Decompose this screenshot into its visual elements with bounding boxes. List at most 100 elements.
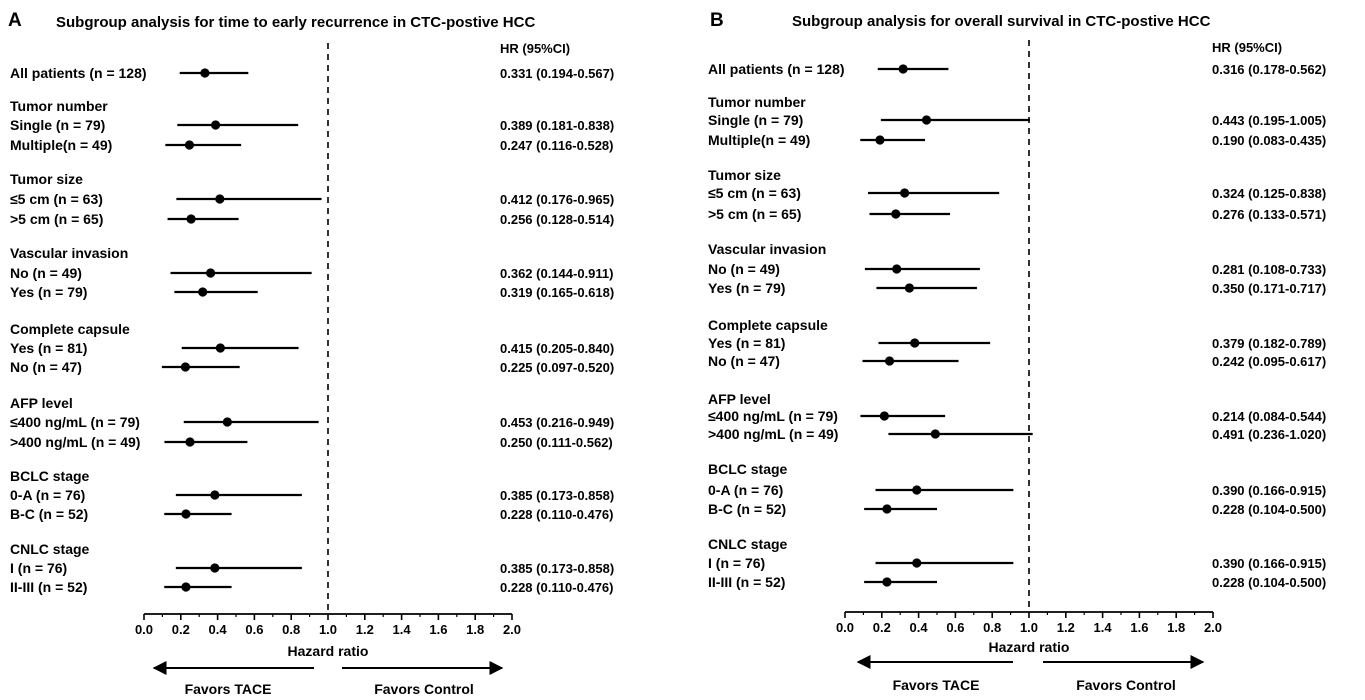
hr-point: [198, 287, 208, 297]
hr-ci-text: 0.331 (0.194-0.567): [500, 66, 614, 81]
hr-point: [206, 268, 216, 278]
x-tick-label: 1.2: [1057, 620, 1075, 635]
x-tick-label: 0.8: [282, 622, 300, 637]
hr-point: [930, 429, 940, 439]
subgroup-header: BCLC stage: [708, 461, 788, 477]
hr-point: [912, 485, 922, 495]
row-label: I (n = 76): [708, 555, 765, 571]
forest-rows: All patients (n = 128) 0.316 (0.178-0.562…: [708, 61, 1326, 590]
hr-ci-text: 0.362 (0.144-0.911): [500, 266, 613, 281]
hr-point: [210, 563, 220, 573]
hr-ci-text: 0.324 (0.125-0.838): [1212, 186, 1326, 201]
favors-left-label: Favors TACE: [185, 681, 272, 697]
row-label: Multiple(n = 49): [10, 137, 112, 153]
hr-ci-text: 0.453 (0.216-0.949): [500, 415, 614, 430]
x-axis: 0.0 0.2 0.4 0.6 0.8 1.0 1.2 1.4 1.6 1.8 2.0: [836, 40, 1222, 635]
hr-point: [900, 188, 910, 198]
row-label: B-C (n = 52): [708, 501, 786, 517]
x-tick-label: 2.0: [503, 622, 521, 637]
hr-ci-text: 0.319 (0.165-0.618): [500, 285, 614, 300]
row-label: ≤400 ng/mL (n = 79): [708, 408, 838, 424]
hr-ci-text: 0.350 (0.171-0.717): [1212, 281, 1326, 296]
row-label: All patients (n = 128): [708, 61, 845, 77]
x-tick-label: 1.6: [1130, 620, 1148, 635]
hr-point: [882, 577, 892, 587]
x-tick-label: 1.6: [429, 622, 447, 637]
row-label: No (n = 49): [708, 261, 780, 277]
x-tick-label: 0.4: [209, 622, 228, 637]
subgroup-header: Tumor number: [10, 98, 108, 114]
forest-rows: All patients (n = 128) 0.331 (0.194-0.567…: [10, 65, 614, 595]
subgroup-header: Tumor size: [708, 167, 781, 183]
hr-point: [215, 343, 225, 353]
hr-point: [892, 264, 902, 274]
hr-point: [181, 582, 191, 592]
hr-point: [912, 558, 922, 568]
hr-ci-text: 0.415 (0.205-0.840): [500, 341, 614, 356]
hr-ci-text: 0.379 (0.182-0.789): [1212, 336, 1326, 351]
row-label: ≤5 cm (n = 63): [10, 191, 103, 207]
hr-point: [215, 194, 225, 204]
hr-ci-text: 0.491 (0.236-1.020): [1212, 427, 1326, 442]
hr-point: [875, 135, 885, 145]
hr-point: [180, 362, 190, 372]
row-label: Single (n = 79): [708, 112, 803, 128]
x-tick-label: 1.2: [356, 622, 374, 637]
row-label: No (n = 47): [708, 353, 780, 369]
row-label: B-C (n = 52): [10, 506, 88, 522]
x-tick-label: 1.8: [1167, 620, 1185, 635]
hr-point: [184, 140, 195, 150]
x-axis-label: Hazard ratio: [989, 639, 1070, 655]
hr-point: [882, 504, 892, 514]
panel-b: B Subgroup analysis for overall survival…: [708, 10, 1326, 693]
chart-title: Subgroup analysis for overall survival i…: [792, 13, 1211, 30]
x-tick-label: 1.0: [1020, 620, 1038, 635]
row-label: >400 ng/mL (n = 49): [708, 426, 838, 442]
row-label: II-III (n = 52): [10, 579, 87, 595]
hr-ci-text: 0.385 (0.173-0.858): [500, 488, 614, 503]
hr-ci-text: 0.443 (0.195-1.005): [1212, 113, 1326, 128]
hr-point: [181, 509, 191, 519]
hr-point: [186, 214, 196, 224]
hr-ci-text: 0.276 (0.133-0.571): [1212, 207, 1326, 222]
subgroup-header: Complete capsule: [10, 321, 130, 337]
favors-left-label: Favors TACE: [893, 677, 980, 693]
subgroup-header: Tumor size: [10, 171, 83, 187]
row-label: ≤5 cm (n = 63): [708, 185, 801, 201]
x-tick-label: 0.6: [946, 620, 964, 635]
hr-point: [921, 115, 932, 125]
x-tick-label: 0.0: [135, 622, 153, 637]
row-label: ≤400 ng/mL (n = 79): [10, 414, 140, 430]
row-label: >400 ng/mL (n = 49): [10, 434, 140, 450]
favors-right-label: Favors Control: [374, 681, 474, 697]
subgroup-header: Vascular invasion: [10, 245, 128, 261]
row-label: I (n = 76): [10, 560, 67, 576]
hr-ci-text: 0.412 (0.176-0.965): [500, 192, 614, 207]
panel-letter: B: [710, 10, 724, 31]
hr-point: [210, 120, 221, 130]
x-tick-label: 0.8: [983, 620, 1001, 635]
x-tick-label: 1.4: [393, 622, 412, 637]
row-label: All patients (n = 128): [10, 65, 147, 81]
x-tick-label: 1.0: [319, 622, 337, 637]
row-label: Multiple(n = 49): [708, 132, 810, 148]
favors-right-label: Favors Control: [1076, 677, 1176, 693]
subgroup-header: AFP level: [10, 395, 73, 411]
hr-point: [884, 356, 895, 366]
hr-ci-text: 0.390 (0.166-0.915): [1212, 556, 1326, 571]
hr-ci-text: 0.228 (0.104-0.500): [1212, 502, 1326, 517]
row-label: 0-A (n = 76): [10, 487, 85, 503]
hr-point: [879, 411, 889, 421]
x-tick-label: 0.4: [910, 620, 929, 635]
subgroup-header: Complete capsule: [708, 317, 828, 333]
x-tick-label: 0.0: [836, 620, 854, 635]
hr-point: [910, 338, 920, 348]
hr-ci-text: 0.228 (0.110-0.476): [500, 580, 613, 595]
panel-a: A Subgroup analysis for time to early re…: [8, 10, 614, 697]
hr-ci-text: 0.256 (0.128-0.514): [500, 212, 614, 227]
hr-point: [898, 64, 908, 74]
row-label: No (n = 49): [10, 265, 82, 281]
hr-ci-text: 0.247 (0.116-0.528): [500, 138, 613, 153]
x-axis: 0.0 0.2 0.4 0.6 0.8 1.0 1.2 1.4 1.6 1.8 2.0: [135, 43, 521, 637]
